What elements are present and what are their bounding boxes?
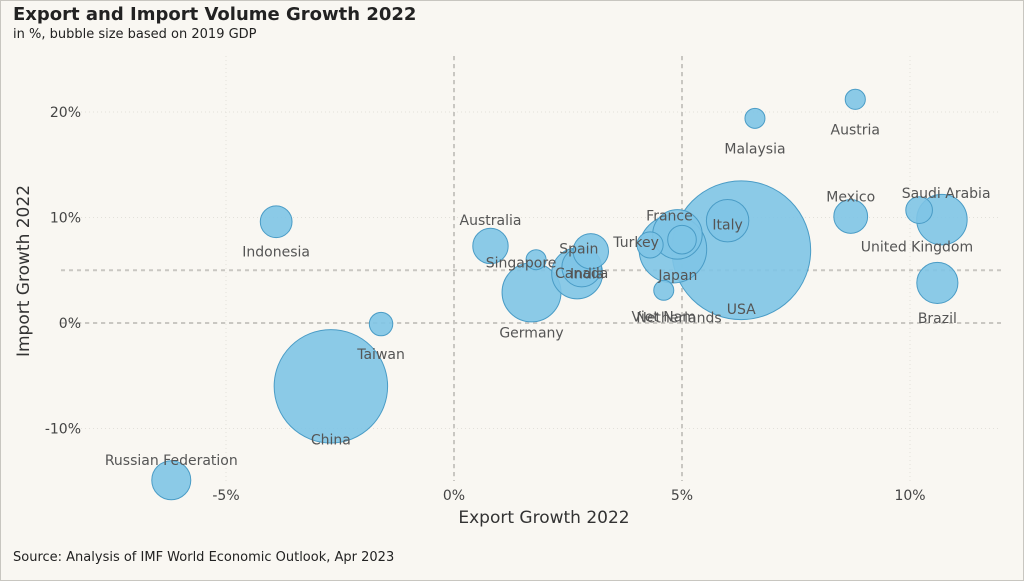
x-tick-label: 5% [671, 488, 693, 504]
bubble-italy [705, 198, 750, 243]
x-tick-label: -5% [212, 488, 239, 504]
y-axis-label: Import Growth 2022 [14, 185, 34, 357]
point-label-france: France [646, 208, 693, 224]
bubble-brazil [916, 261, 959, 304]
bubble-austria [844, 88, 866, 110]
bubble-china [273, 329, 389, 444]
bubble-russian-federation [151, 460, 192, 501]
point-label-canada: Canada [555, 266, 608, 282]
x-axis-label: Export Growth 2022 [458, 508, 629, 528]
point-label-taiwan: Taiwan [356, 347, 405, 363]
point-label-spain: Spain [559, 241, 598, 257]
point-label-china: China [311, 432, 351, 448]
point-label-netherlands: Netherlands [636, 311, 721, 327]
chart-source: Source: Analysis of IMF World Economic O… [13, 550, 395, 565]
bubble-taiwan [368, 311, 394, 337]
chart-title: Export and Import Volume Growth 2022 [13, 4, 417, 25]
y-tick-label: 0% [59, 316, 81, 332]
point-label-viet-nam: Viet Nam [632, 309, 696, 325]
y-tick-label: 20% [50, 105, 81, 121]
chart-subtitle: in %, bubble size based on 2019 GDP [13, 27, 257, 42]
axis-ticks: -5% 0% 5% 10% -10% 0% 10% 20% [45, 105, 926, 504]
point-label-united-kingdom: United Kingdom [861, 240, 973, 256]
x-tick-label: 0% [443, 488, 465, 504]
point-label-austria: Austria [831, 122, 880, 138]
point-label-saudi-arabia: Saudi Arabia [902, 186, 991, 202]
bubble-singapore [525, 249, 547, 271]
point-labels: Austria Malaysia Mexico Saudi Arabia United … [105, 122, 991, 469]
point-label-mexico: Mexico [826, 189, 875, 205]
bubble-spain [572, 233, 609, 270]
point-label-italy: Italy [712, 218, 742, 234]
y-tick-label: 10% [50, 211, 81, 227]
x-tick-label: 10% [894, 488, 925, 504]
point-label-turkey: Turkey [612, 235, 659, 251]
bubble-netherlands [667, 224, 697, 255]
y-tick-label: -10% [45, 422, 81, 438]
bubble-viet-nam [653, 279, 675, 301]
point-label-russian-federation: Russian Federation [105, 453, 238, 469]
point-label-india: India [570, 266, 604, 282]
point-label-japan: Japan [657, 268, 697, 284]
point-label-australia: Australia [460, 213, 522, 229]
point-label-singapore: Singapore [486, 256, 557, 272]
bubble-malaysia [744, 107, 766, 129]
bubble-turkey [636, 231, 664, 259]
point-label-malaysia: Malaysia [724, 141, 785, 157]
point-label-germany: Germany [499, 325, 563, 341]
bubble-australia [472, 227, 509, 265]
bubble-saudi-arabia [905, 196, 933, 224]
bubbles [151, 88, 968, 501]
bubble-mexico [833, 199, 869, 234]
point-label-indonesia: Indonesia [242, 245, 310, 261]
point-label-usa: USA [727, 302, 756, 318]
bubble-indonesia [259, 205, 293, 239]
reference-lines [61, 56, 1001, 481]
point-label-brazil: Brazil [918, 311, 957, 327]
